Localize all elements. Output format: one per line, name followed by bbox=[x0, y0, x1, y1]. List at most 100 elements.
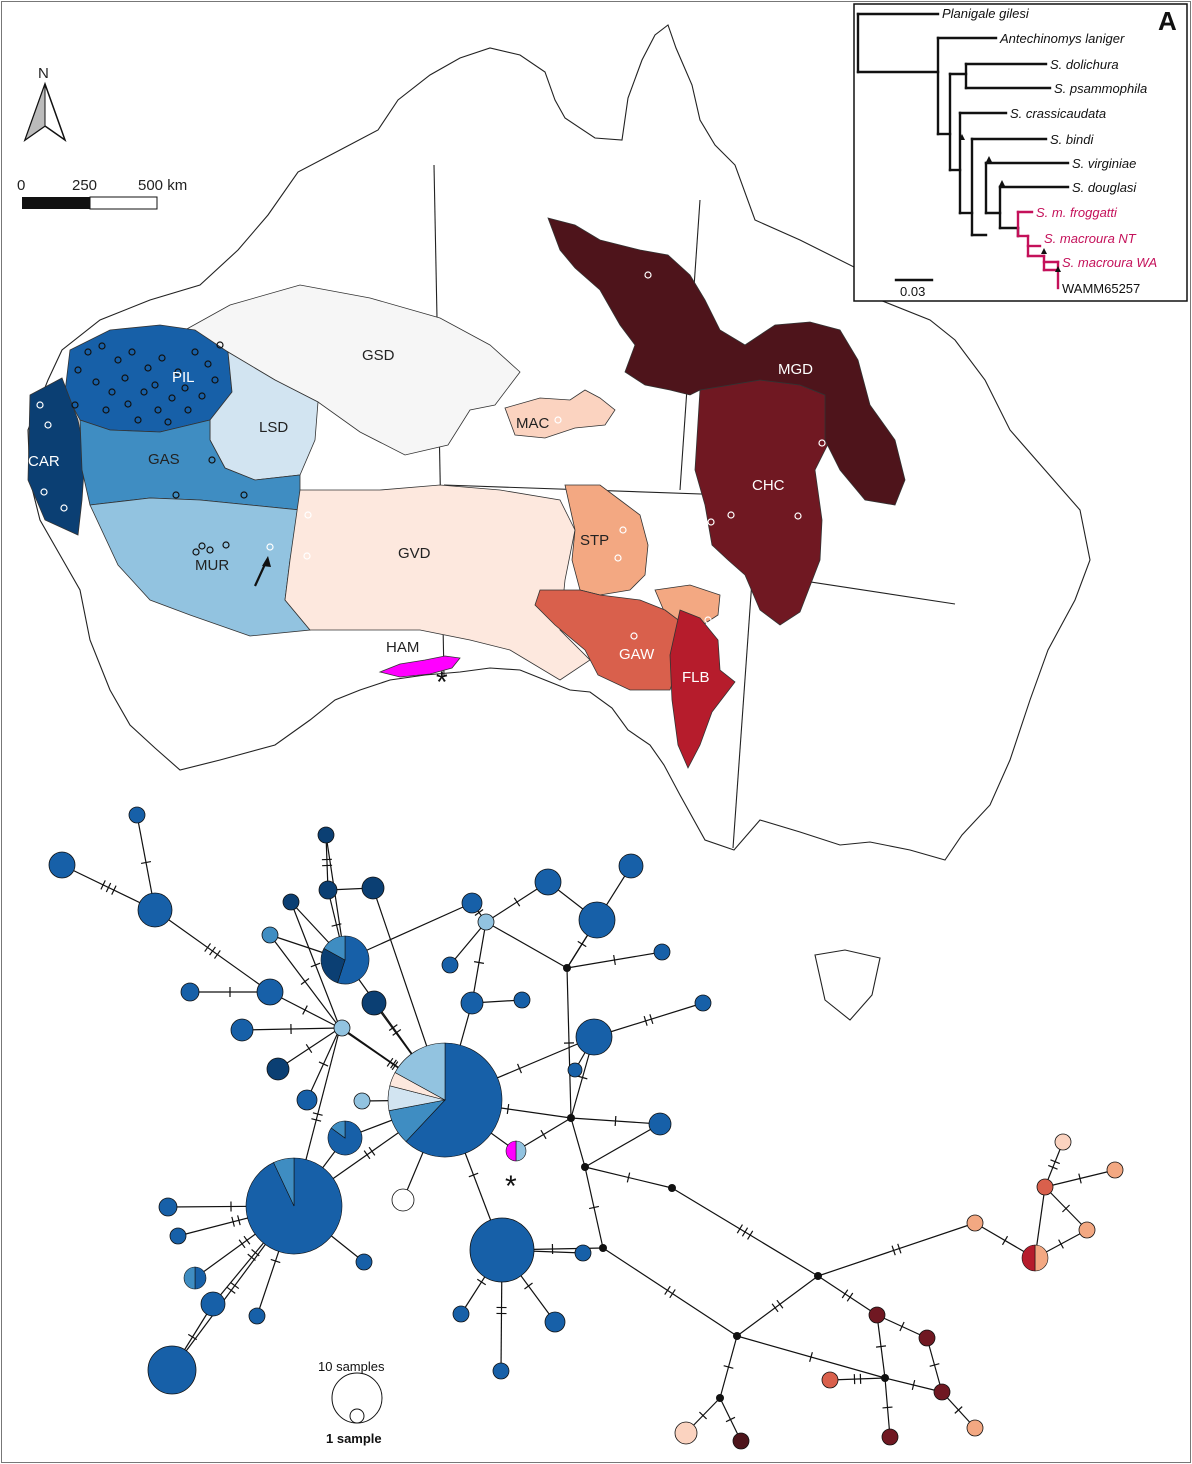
haplotype-node bbox=[544, 1311, 566, 1333]
mutation-tick bbox=[187, 1333, 198, 1341]
haplotype-node bbox=[966, 1419, 984, 1437]
taxon-label: S. macroura NT bbox=[1044, 231, 1137, 246]
mutation-tick bbox=[140, 860, 152, 865]
mutation-tick bbox=[270, 1258, 281, 1264]
haplotype-node bbox=[460, 991, 484, 1015]
mutation-tick bbox=[771, 1303, 779, 1313]
network-edge bbox=[602, 1247, 738, 1337]
haplotype-node bbox=[618, 853, 644, 879]
taxon-label: S. virginiae bbox=[1072, 156, 1136, 171]
haplotype-node bbox=[578, 901, 616, 939]
mutation-tick bbox=[698, 1411, 708, 1420]
tree-branches-black bbox=[856, 12, 1070, 282]
panel-label: A bbox=[1158, 6, 1177, 36]
haplotype-node bbox=[169, 1227, 187, 1245]
region-polygons bbox=[27, 217, 906, 769]
mutation-tick bbox=[776, 1299, 784, 1309]
haplotype-node bbox=[461, 892, 483, 914]
mutation-tick bbox=[474, 909, 484, 916]
haplotype-pie-slice bbox=[405, 1042, 503, 1158]
label-lsd: LSD bbox=[259, 419, 288, 436]
mutation-tick bbox=[312, 1112, 323, 1116]
label-mac: MAC bbox=[516, 415, 550, 432]
network-edge bbox=[593, 1002, 704, 1038]
label-gvd: GVD bbox=[398, 545, 431, 562]
mutation-tick bbox=[305, 1043, 313, 1054]
label-car: CAR bbox=[28, 453, 60, 470]
median-vector-node bbox=[567, 1114, 575, 1122]
mutation-tick bbox=[725, 1416, 736, 1423]
taxon-label: S. crassicaudata bbox=[1010, 106, 1106, 121]
mutation-tick bbox=[311, 1118, 322, 1122]
haplotype-node bbox=[355, 1253, 373, 1271]
ham-asterisk: * bbox=[436, 666, 448, 699]
haplotype-node bbox=[333, 1019, 351, 1037]
scale-tick-250: 250 bbox=[72, 177, 97, 194]
mutation-tick bbox=[368, 1146, 376, 1156]
haplotype-node bbox=[1036, 1178, 1054, 1196]
haplotype-node bbox=[158, 1197, 178, 1217]
mutation-tick bbox=[882, 1406, 893, 1409]
scale-tick-500: 500 km bbox=[138, 177, 187, 194]
mutation-tick bbox=[318, 1061, 329, 1067]
haplotype-pie-slice bbox=[273, 1157, 295, 1207]
haplotype-node bbox=[575, 1018, 613, 1056]
taxon-label: S. macroura WA bbox=[1062, 255, 1157, 270]
north-label: N bbox=[38, 65, 49, 82]
mutation-tick bbox=[897, 1243, 902, 1254]
label-gsd: GSD bbox=[362, 347, 395, 364]
median-vector-node bbox=[881, 1374, 889, 1382]
label-gaw: GAW bbox=[619, 646, 655, 663]
haplotype-pie-slice bbox=[337, 935, 370, 985]
median-vector-node bbox=[563, 964, 571, 972]
haplotype-node bbox=[391, 1188, 415, 1212]
haplotype-node bbox=[574, 1244, 592, 1262]
haplotype-node bbox=[881, 1428, 899, 1446]
mutation-tick bbox=[524, 1282, 533, 1290]
mutation-tick bbox=[747, 1230, 754, 1240]
haplotype-node bbox=[361, 990, 387, 1016]
mutation-tick bbox=[363, 1150, 371, 1160]
haplotype-node bbox=[492, 1362, 510, 1380]
haplotype-pie-slice bbox=[330, 1120, 346, 1139]
region-mgd bbox=[547, 217, 906, 506]
region-mac bbox=[504, 389, 616, 439]
haplotype-node bbox=[469, 1217, 535, 1283]
mutation-tick bbox=[1062, 1204, 1070, 1213]
mutation-tick bbox=[204, 943, 212, 952]
haplotype-node bbox=[353, 1092, 371, 1110]
mutation-tick bbox=[540, 1129, 547, 1140]
mutation-tick bbox=[669, 1289, 676, 1299]
tree-scale-label: 0.03 bbox=[900, 284, 925, 299]
taxon-label: S. douglasi bbox=[1072, 180, 1137, 195]
haplotype-network bbox=[48, 806, 1124, 1450]
region-gvd bbox=[284, 484, 591, 681]
mutation-tick bbox=[1078, 1173, 1082, 1184]
label-chc: CHC bbox=[752, 477, 785, 494]
haplotype-node bbox=[732, 1432, 750, 1450]
mutation-tick bbox=[1050, 1159, 1060, 1165]
scale-bar: 0 250 500 km bbox=[17, 177, 187, 210]
haplotype-pie-slice bbox=[394, 1042, 446, 1101]
region-stp bbox=[564, 484, 649, 596]
haplotype-node bbox=[868, 1306, 886, 1324]
haplotype-node bbox=[966, 1214, 984, 1232]
haplotype-node bbox=[933, 1383, 951, 1401]
haplotype-node bbox=[1078, 1221, 1096, 1239]
network-edge bbox=[817, 1275, 878, 1316]
australia-map: GSD PIL LSD CAR GAS MUR GVD MAC STP GAW … bbox=[17, 24, 1091, 1021]
mutation-tick bbox=[243, 1235, 251, 1245]
network-edge bbox=[570, 1117, 586, 1168]
mutation-tick bbox=[891, 1245, 896, 1256]
haplotype-node bbox=[567, 1062, 583, 1078]
taxon-label: S. bindi bbox=[1050, 132, 1094, 147]
taxon-label: WAMM65257 bbox=[1062, 281, 1140, 296]
median-vector-node bbox=[716, 1394, 724, 1402]
mutation-tick bbox=[723, 1365, 734, 1369]
haplotype-pie-slice bbox=[1021, 1244, 1036, 1272]
mutation-tick bbox=[1001, 1235, 1009, 1246]
region-pil bbox=[64, 324, 233, 433]
mutation-tick bbox=[111, 885, 117, 895]
haplotype-node bbox=[200, 1291, 226, 1317]
label-mgd: MGD bbox=[778, 361, 813, 378]
